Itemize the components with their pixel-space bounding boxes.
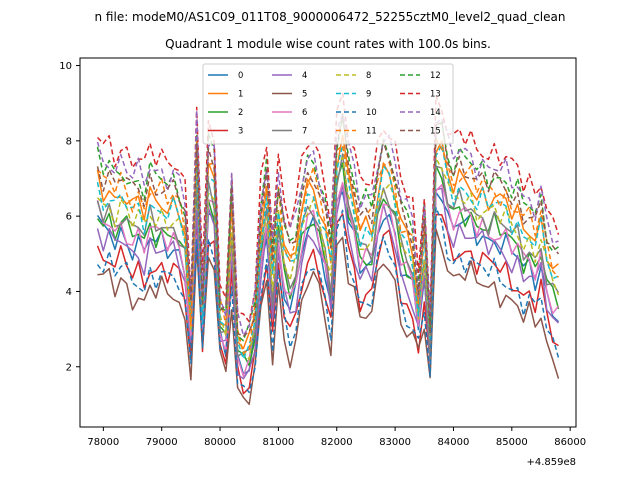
legend-label: 7: [302, 126, 307, 136]
x-tick-label: 79000: [146, 437, 178, 448]
series-line-15: [96, 113, 560, 337]
x-tick-label: 86000: [554, 437, 586, 448]
chart-title: Quadrant 1 module wise count rates with …: [165, 37, 491, 51]
legend-label: 13: [430, 89, 441, 99]
y-tick-label: 8: [66, 136, 72, 147]
chart-suptitle: n file: modeM0/AS1C09_011T08_9000006472_…: [95, 10, 566, 24]
x-tick-label: 85000: [496, 437, 528, 448]
legend-label: 1: [238, 89, 243, 99]
y-tick-label: 6: [66, 212, 72, 223]
legend-label: 0: [238, 70, 243, 80]
x-tick-label: 83000: [379, 437, 411, 448]
x-axis: 78000 79000 80000 81000 82000 83000 84000 85000…: [87, 427, 586, 448]
legend-label: 10: [366, 107, 377, 117]
legend-label: 11: [366, 126, 377, 136]
series-line-9: [96, 144, 559, 360]
legend-label: 14: [430, 107, 441, 117]
legend-label: 5: [302, 89, 307, 99]
x-axis-offset-label: +4.859e8: [526, 457, 576, 468]
legend-label: 9: [366, 89, 371, 99]
series-line-14: [96, 109, 559, 337]
legend-label: 2: [238, 107, 243, 117]
x-tick-label: 81000: [262, 437, 294, 448]
y-tick-label: 10: [59, 61, 72, 72]
series-line-12: [96, 116, 559, 342]
y-axis: 2 4 6 8 10: [59, 61, 80, 373]
legend-label: 4: [302, 70, 307, 80]
legend-label: 6: [302, 107, 307, 117]
legend-label: 12: [430, 70, 441, 80]
legend-box: [202, 63, 454, 145]
series-line-11: [96, 138, 560, 355]
x-tick-label: 84000: [438, 437, 470, 448]
axes-frame: [79, 57, 577, 428]
series-group: [96, 92, 560, 406]
x-tick-label: 82000: [321, 437, 353, 448]
legend-label: 8: [366, 70, 371, 80]
x-tick-label: 78000: [87, 437, 119, 448]
series-line-4: [96, 183, 560, 380]
series-line-13: [96, 92, 560, 323]
x-tick-label: 80000: [204, 437, 236, 448]
legend-label: 3: [238, 126, 243, 136]
y-tick-label: 4: [66, 287, 72, 298]
series-line-7: [96, 153, 560, 360]
legend-label: 15: [430, 126, 441, 136]
series-line-3: [96, 213, 559, 395]
series-line-10: [96, 207, 560, 394]
series-line-5: [97, 228, 560, 406]
y-tick-label: 2: [66, 362, 72, 373]
